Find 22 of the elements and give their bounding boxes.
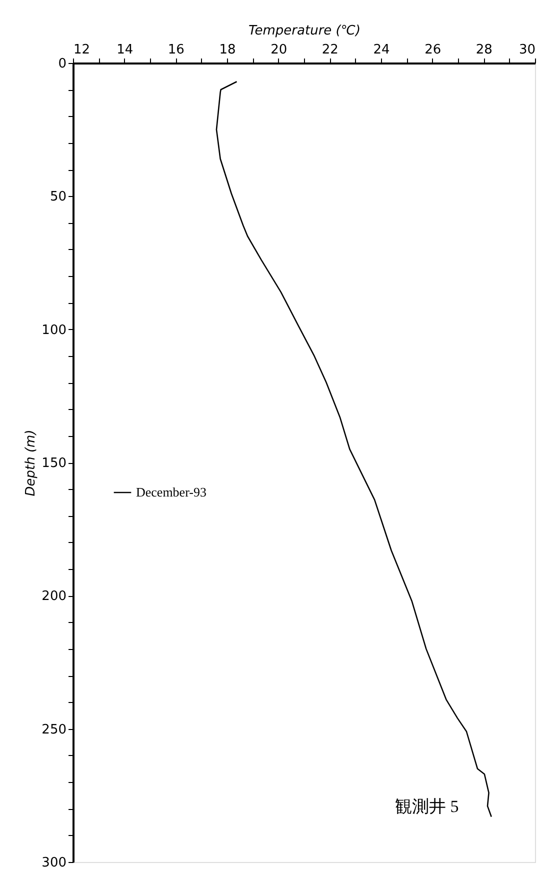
y-tick-label: 200 — [42, 589, 66, 604]
x-tick-label: 28 — [476, 42, 492, 58]
y-tick-label: 100 — [42, 322, 66, 338]
legend-label: December-93 — [136, 484, 206, 500]
y-tick-label: 150 — [42, 456, 66, 471]
x-tick-label: 22 — [322, 42, 338, 58]
x-tick-label: 20 — [270, 42, 288, 58]
x-tick-label: 12 — [74, 42, 90, 58]
x-tick-label: 14 — [116, 42, 134, 58]
y-tick-label: 50 — [50, 190, 66, 205]
x-tick-label: 18 — [219, 42, 236, 58]
y-tick-label: 300 — [42, 856, 66, 870]
y-axis-title: Depth (m) — [24, 430, 39, 496]
x-tick-label: 26 — [424, 42, 442, 58]
x-tick-label: 30 — [518, 42, 536, 58]
x-tick-label: 24 — [373, 42, 390, 58]
x-axis-title: Temperature (℃) — [248, 24, 361, 38]
line-series — [216, 80, 492, 818]
y-tick-label: 0 — [58, 56, 66, 72]
y-tick-label: 250 — [42, 722, 66, 738]
annotation: 観測井 5 — [395, 797, 459, 816]
x-tick-label: 16 — [168, 42, 184, 58]
